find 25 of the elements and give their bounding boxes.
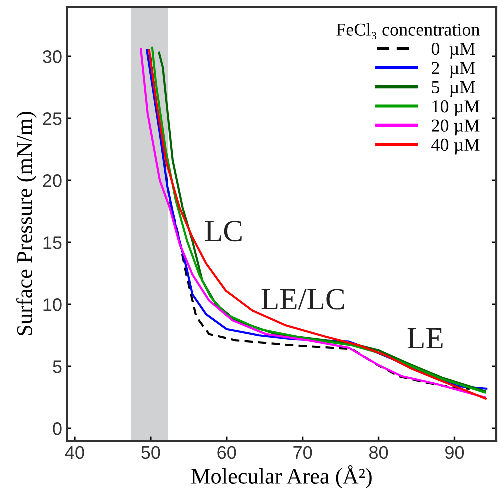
legend-label: 0 µM <box>432 42 476 59</box>
legend-label: 40 µM <box>432 138 480 155</box>
x-tick-label: 90 <box>446 446 464 460</box>
y-axis-title: Surface Pressure (mN/m) <box>16 112 37 336</box>
y-tick-label: 20 <box>43 174 62 188</box>
y-tick-label: 15 <box>44 236 62 250</box>
x-tick-label: 40 <box>65 446 84 460</box>
y-tick-label: 5 <box>53 360 62 374</box>
y-tick-label: 10 <box>44 298 62 312</box>
x-tick-label: 50 <box>142 446 160 460</box>
annotation: LE <box>408 328 443 349</box>
y-tick-label: 25 <box>43 112 62 126</box>
legend-title: FeCl₃ concentration <box>336 23 480 40</box>
legend-label: 10 µM <box>432 100 480 116</box>
x-tick-label: 70 <box>294 446 312 460</box>
legend-label: 20 µM <box>432 120 480 136</box>
x-axis-title: Molecular Area (Å²) <box>192 465 372 489</box>
y-tick-label: 30 <box>43 50 62 64</box>
legend-label: 5 µM <box>432 82 476 98</box>
annotation: LE/LC <box>262 289 344 310</box>
y-tick-label: 0 <box>53 422 62 436</box>
legend-label: 2 µM <box>432 62 476 78</box>
annotation: LC <box>205 221 242 242</box>
x-tick-label: 60 <box>218 446 236 460</box>
x-tick-label: 80 <box>370 446 388 460</box>
